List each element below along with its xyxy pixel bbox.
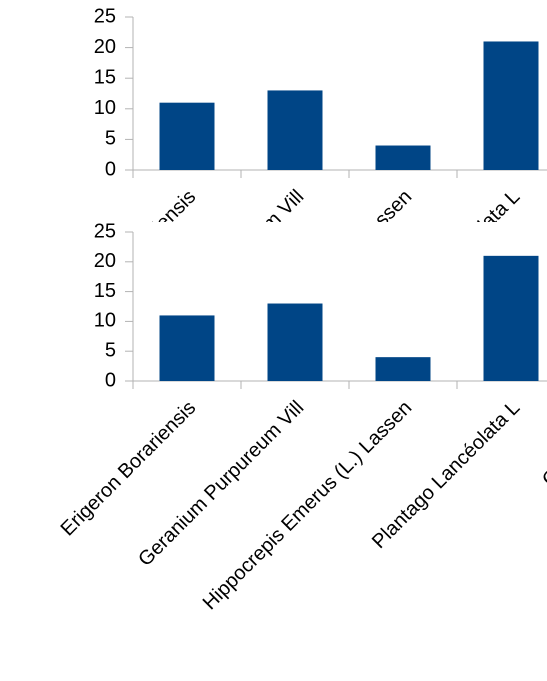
y-tick-label: 20 (94, 250, 116, 272)
y-tick-label: 15 (94, 66, 116, 88)
y-tick-label: 10 (94, 97, 116, 119)
y-tick-label: 20 (94, 36, 116, 58)
bar (375, 145, 431, 170)
x-tick-label: Hippocrepis Emerus (L.) Lassen (199, 186, 417, 222)
y-tick-label: 5 (105, 339, 116, 361)
bar (483, 255, 539, 381)
x-tick-label: Erigeron Borariensis (57, 186, 201, 222)
y-tick-label: 25 (94, 222, 116, 242)
x-tick-label: Geranium ro (538, 186, 547, 222)
bar (267, 303, 323, 381)
x-tick-label: Geranium ro (538, 397, 547, 491)
y-tick-label: 0 (105, 158, 116, 180)
x-tick-label: Hippocrepis Emerus (L.) Lassen (199, 397, 417, 615)
bar (267, 90, 323, 170)
bar (375, 357, 431, 381)
y-tick-label: 25 (94, 5, 116, 27)
bar (483, 41, 539, 171)
y-tick-label: 5 (105, 128, 116, 150)
y-tick-label: 0 (105, 369, 116, 391)
y-tick-label: 15 (94, 280, 116, 302)
y-tick-label: 10 (94, 310, 116, 332)
bar (159, 315, 215, 381)
bar (159, 102, 215, 170)
